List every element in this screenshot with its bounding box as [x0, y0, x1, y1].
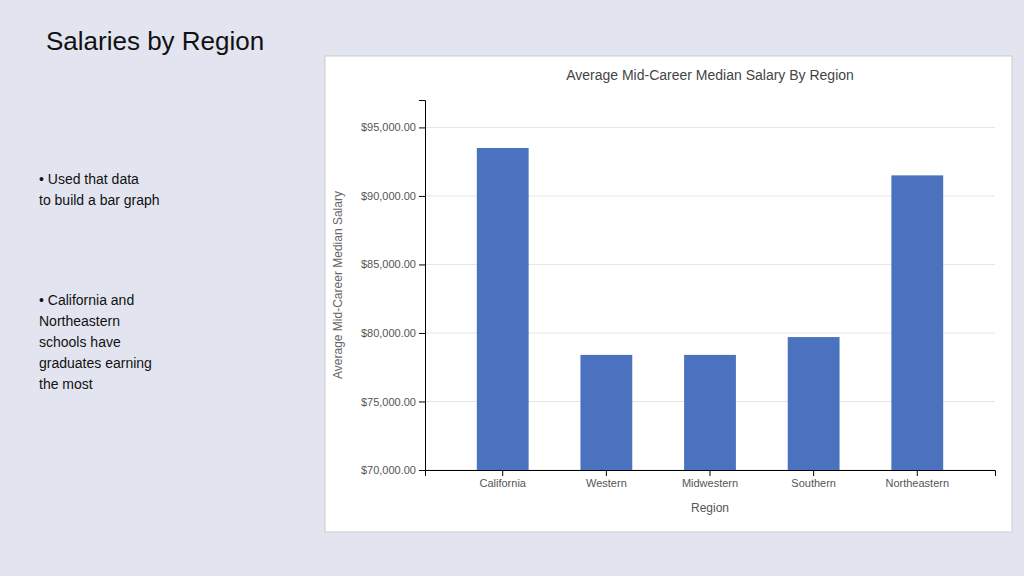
bar: [684, 355, 736, 470]
bars: [477, 148, 943, 470]
slide: Salaries by Region • Used that datato bui…: [0, 0, 1024, 576]
grid: [425, 127, 995, 470]
bar: [477, 148, 529, 470]
y-tick-label: $90,000.00: [361, 190, 416, 202]
page-title: Salaries by Region: [46, 26, 264, 56]
bar: [580, 355, 632, 470]
y-tick-label: $95,000.00: [361, 121, 416, 133]
x-tick-mark: [606, 470, 607, 476]
y-tick-mark: [419, 333, 425, 334]
x-axis-title: Region: [691, 501, 729, 515]
bullet: • Used that datato build a bar graph: [39, 171, 160, 208]
x-tick-label: Northeastern: [885, 477, 949, 489]
x-tick: Midwestern: [682, 470, 738, 489]
x-tick-label: Western: [586, 477, 627, 489]
y-tick-mark: [419, 470, 425, 471]
y-tick: $85,000.00: [361, 258, 425, 270]
y-tick-mark: [419, 264, 425, 265]
y-tick-label: $85,000.00: [361, 258, 416, 270]
y-axis: $70,000.00 $75,000.00 $80,000.00 $85,000.00…: [361, 101, 426, 477]
y-tick: $75,000.00: [361, 396, 425, 408]
y-tick: $80,000.00: [361, 327, 425, 339]
y-tick-mark: [419, 401, 425, 402]
y-axis-line: [419, 101, 426, 471]
chart-title: Average Mid-Career Median Salary By Regi…: [566, 67, 854, 83]
bar: [788, 337, 840, 470]
x-tick-mark: [502, 470, 503, 476]
x-tick: Northeastern: [885, 470, 949, 489]
x-axis-line: [426, 471, 996, 477]
x-tick-mark: [813, 470, 814, 476]
x-tick-mark: [917, 470, 918, 476]
x-tick: Western: [586, 470, 627, 489]
x-tick: Southern: [791, 470, 836, 489]
y-axis-title: Average Mid-Career Median Salary: [331, 191, 345, 379]
y-tick-label: $80,000.00: [361, 327, 416, 339]
y-tick-mark: [419, 127, 425, 128]
grid-line: [425, 127, 995, 128]
y-tick: $95,000.00: [361, 121, 425, 133]
x-tick-label: California: [479, 477, 526, 489]
x-tick-label: Midwestern: [682, 477, 738, 489]
x-tick-label: Southern: [791, 477, 836, 489]
x-tick: California: [479, 470, 526, 489]
bar: [891, 175, 943, 470]
x-tick-mark: [710, 470, 711, 476]
y-tick-mark: [419, 196, 425, 197]
x-axis: California Western Midwestern Southern North…: [426, 470, 996, 489]
chart-box: [325, 56, 1012, 532]
y-tick: $70,000.00: [361, 464, 425, 476]
plot: California Western Midwestern Southern North…: [361, 101, 996, 489]
y-tick: $90,000.00: [361, 190, 425, 202]
y-tick-label: $70,000.00: [361, 464, 416, 476]
y-tick-label: $75,000.00: [361, 396, 416, 408]
bullet: • California andNortheasternschools have…: [39, 292, 152, 392]
